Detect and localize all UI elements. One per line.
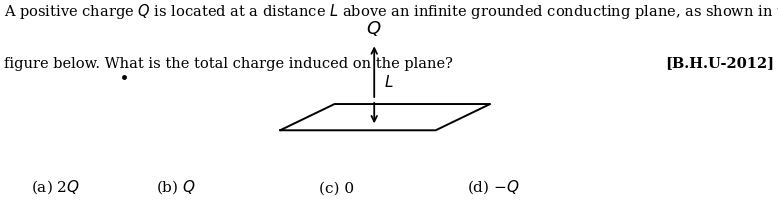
Text: (c) 0: (c) 0 [319, 182, 354, 196]
Text: figure below. What is the total charge induced on the plane?: figure below. What is the total charge i… [4, 57, 453, 70]
Text: (d) −$Q$: (d) −$Q$ [467, 178, 520, 196]
Text: (a) 2$Q$: (a) 2$Q$ [31, 178, 80, 196]
Text: A positive charge $Q$ is located at a distance $L$ above an infinite grounded co: A positive charge $Q$ is located at a di… [4, 2, 778, 21]
Text: (b) $Q$: (b) $Q$ [156, 178, 195, 196]
Text: $Q$: $Q$ [366, 19, 382, 38]
Text: $L$: $L$ [384, 74, 393, 90]
Text: [B.H.U-2012]: [B.H.U-2012] [665, 57, 774, 70]
